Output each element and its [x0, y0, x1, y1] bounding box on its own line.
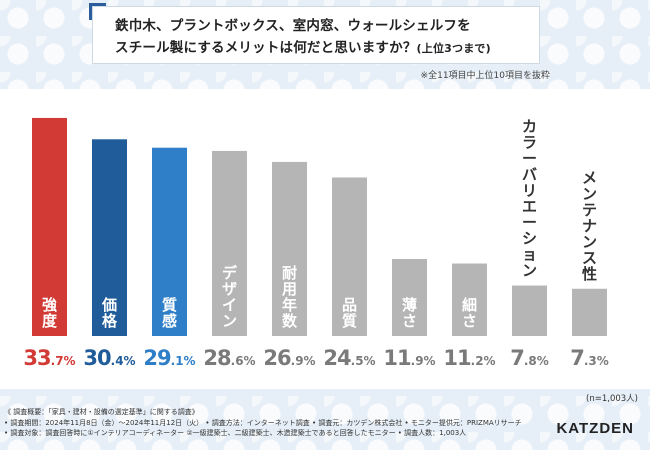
bar-label-2: 価格	[101, 296, 118, 330]
bar-label-6: 品質	[342, 296, 357, 330]
bar-label-3: 質感	[162, 296, 177, 330]
value-label-9: 7.8%	[510, 346, 549, 370]
title-accent-corner	[89, 3, 106, 20]
value-label-8: 11.2%	[443, 346, 495, 370]
bar-10	[572, 288, 607, 336]
chart-title-line-2: スチール製にするメリットは何だと思いますか？(上位3つまで)	[115, 36, 491, 56]
chart-title-line-2-main: スチール製にするメリットは何だと思いますか？	[115, 40, 417, 56]
brand-logo: KATZDEN	[556, 420, 634, 437]
title-box: 鉄巾木、プラントボックス、室内窓、ウォールシェルフを スチール製にするメリットは…	[89, 3, 540, 64]
bar-5	[272, 161, 307, 336]
bar-label-4: デザイン	[222, 264, 238, 330]
bar-8	[452, 263, 487, 336]
bar-4	[212, 150, 247, 336]
survey-footer: 《 調査概要：「家具・建材・設備の選定基準」に関する調査》 • 調査期間：202…	[4, 407, 544, 439]
value-label-4: 28.6%	[203, 346, 255, 370]
bar-label-8: 細さ	[462, 296, 477, 330]
chart-title-subnote: (上位3つまで)	[416, 42, 491, 55]
bar-label-9: カラーバリエーション	[522, 118, 537, 280]
footer-line-2: • 調査期間：2024年11月8日（金）〜2024年11月12日（火） • 調査…	[4, 418, 522, 427]
value-label-2: 30.4%	[83, 346, 135, 370]
extract-note: ※全11項目中上位10項目を抜粋	[420, 71, 550, 81]
bar-2	[92, 139, 127, 336]
bar-label-7: 薄さ	[402, 296, 417, 330]
bar-chart: 強度 33.7% 価格 30.4% 質感 29.1% デザイン 28.6% 耐用年数 26.9% 品…	[23, 117, 609, 370]
value-label-10: 7.3%	[570, 346, 609, 370]
value-label-3: 29.1%	[143, 346, 195, 370]
bar-label-10: メンテナンス性	[582, 169, 597, 283]
bar-label-1: 強度	[42, 296, 58, 330]
value-label-6: 24.5%	[323, 346, 375, 370]
value-label-5: 26.9%	[263, 346, 315, 370]
bar-1	[32, 117, 67, 336]
value-label-1: 33.7%	[23, 346, 75, 370]
footer-line-1: 《 調査概要：「家具・建材・設備の選定基準」に関する調査》	[4, 408, 199, 416]
bar-6	[332, 177, 367, 336]
bar-7	[392, 259, 427, 336]
sample-size-note: (n=1,003人)	[586, 394, 638, 404]
footer-line-3: • 調査対象：調査回答時に①インテリアコーディネーター ②一級建築士、二級建築士…	[4, 429, 467, 437]
chart-title-line-1: 鉄巾木、プラントボックス、室内窓、ウォールシェルフを	[115, 18, 471, 34]
bar-label-5: 耐用年数	[282, 264, 298, 330]
bar-3	[152, 147, 187, 336]
bar-9	[512, 285, 547, 336]
value-label-7: 11.9%	[383, 346, 435, 370]
